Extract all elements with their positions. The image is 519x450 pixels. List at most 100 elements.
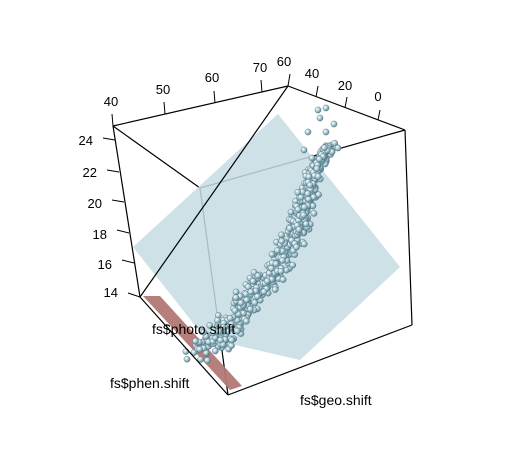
y-tick-label: 20 <box>338 78 352 93</box>
data-point <box>295 226 303 233</box>
tick-mark <box>260 79 263 93</box>
data-point <box>233 327 241 335</box>
tick-mark <box>127 292 141 298</box>
data-point <box>243 296 250 304</box>
box-edge <box>112 125 201 189</box>
data-point <box>300 240 308 248</box>
data-point <box>310 210 318 217</box>
data-point <box>232 294 240 302</box>
data-point <box>183 355 191 363</box>
y-tick-label: 60 <box>277 54 291 69</box>
box-edge <box>404 129 413 326</box>
tick-mark <box>163 101 166 115</box>
data-point <box>214 317 221 324</box>
tick-mark <box>213 90 216 104</box>
box-edge <box>139 85 289 298</box>
box-edge <box>112 85 289 127</box>
data-point <box>302 220 310 228</box>
data-point <box>243 317 250 325</box>
data-point <box>260 288 268 296</box>
data-point <box>224 328 231 335</box>
data-point <box>300 211 307 219</box>
data-point <box>196 345 203 353</box>
tick-mark <box>116 229 130 234</box>
x-tick-label: 70 <box>253 60 267 75</box>
z-tick-label: 24 <box>79 133 93 148</box>
tick-mark <box>287 73 291 87</box>
data-point <box>305 195 312 203</box>
data-points <box>182 104 342 364</box>
tick-mark <box>111 113 114 127</box>
z-tick-label: 22 <box>83 165 97 180</box>
tick-mark <box>106 169 120 173</box>
data-point <box>277 267 285 275</box>
data-point <box>279 276 287 283</box>
floor-plane <box>143 296 242 390</box>
data-point <box>289 261 297 269</box>
box-edge <box>287 85 406 131</box>
data-point <box>226 314 234 322</box>
data-point <box>247 288 255 296</box>
box-edge <box>139 296 229 396</box>
z-axis-label: fs$phen.shift <box>110 375 189 391</box>
box-edge <box>227 324 413 396</box>
data-point <box>228 336 236 344</box>
tick-mark <box>102 137 116 141</box>
data-point <box>294 206 302 213</box>
data-point <box>182 348 190 355</box>
tick-mark <box>121 259 135 264</box>
data-point <box>306 181 314 189</box>
data-point <box>279 257 286 264</box>
data-point <box>278 237 286 245</box>
data-point <box>274 247 281 254</box>
y-axis-label: fs$geo.shift <box>300 392 372 408</box>
data-point <box>247 305 254 313</box>
data-point <box>254 293 261 300</box>
box-edge <box>112 125 141 298</box>
x-axis-label: fs$photo.shift <box>152 321 235 337</box>
data-point <box>314 173 322 180</box>
data-point <box>249 277 257 285</box>
data-point <box>204 357 211 364</box>
data-point <box>251 299 259 307</box>
data-point <box>321 144 328 152</box>
x-tick-label: 50 <box>156 82 170 97</box>
data-point <box>294 188 302 196</box>
z-tick-label: 16 <box>98 257 112 272</box>
data-point <box>215 328 223 335</box>
data-point <box>334 144 342 152</box>
data-point <box>192 337 199 345</box>
data-point <box>268 265 275 272</box>
data-point <box>287 208 295 216</box>
data-point <box>313 165 321 172</box>
data-point <box>271 286 279 293</box>
z-tick-label: 14 <box>104 285 118 300</box>
data-point <box>237 299 245 307</box>
data-point <box>272 260 280 268</box>
data-point <box>197 356 204 363</box>
data-point <box>286 225 294 232</box>
tick-mark <box>315 85 319 98</box>
data-point <box>314 106 322 114</box>
data-point <box>293 243 300 251</box>
data-point <box>308 154 316 162</box>
fitted-plane <box>133 114 400 360</box>
data-point <box>304 190 312 197</box>
tick-mark <box>111 199 125 203</box>
data-point <box>278 231 285 239</box>
data-point <box>228 342 235 350</box>
data-point <box>263 277 271 285</box>
z-tick-label: 18 <box>93 227 107 242</box>
data-point <box>254 272 262 280</box>
data-point <box>304 128 312 136</box>
data-point <box>331 139 339 147</box>
data-point <box>206 322 214 329</box>
data-point <box>268 251 276 258</box>
data-point <box>200 328 207 336</box>
data-point <box>316 114 324 122</box>
y-tick-label: 0 <box>374 89 381 104</box>
data-point <box>322 104 330 112</box>
data-point <box>330 120 338 128</box>
tick-mark <box>377 109 381 121</box>
